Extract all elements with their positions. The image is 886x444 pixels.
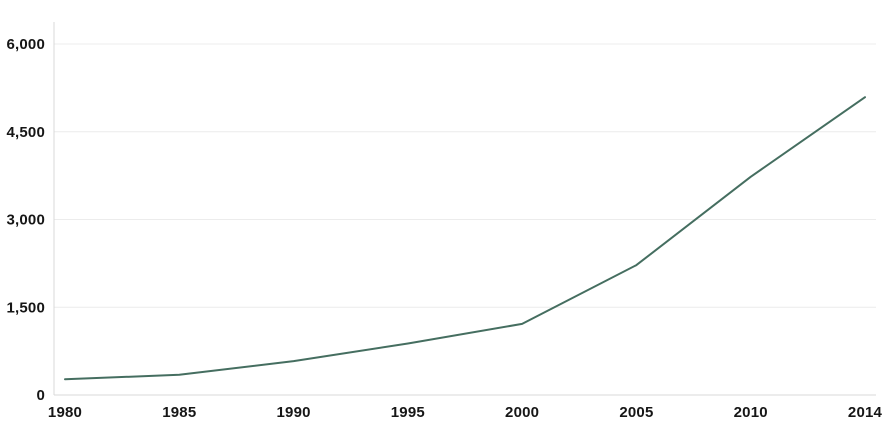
x-tick-label: 1985 <box>162 404 196 421</box>
y-tick-label: 1,500 <box>6 299 45 316</box>
y-tick-label: 3,000 <box>6 212 45 229</box>
y-tick-label: 4,500 <box>6 124 45 141</box>
y-tick-label: 6,000 <box>6 36 45 53</box>
x-axis-tick-labels: 1980 1985 1990 1995 2000 2005 2010 2014 <box>48 404 883 421</box>
x-tick-label: 1980 <box>48 404 82 421</box>
data-series <box>64 96 866 381</box>
gridlines <box>54 43 876 308</box>
y-tick-label: 0 <box>36 387 45 404</box>
series-line <box>64 96 866 381</box>
y-axis-tick-labels: 0 1,500 3,000 4,500 6,000 <box>6 36 45 404</box>
x-tick-label: 2014 <box>848 404 883 421</box>
x-tick-label: 2000 <box>505 404 539 421</box>
x-tick-label: 1990 <box>276 404 310 421</box>
x-tick-label: 1995 <box>391 404 425 421</box>
axes <box>53 22 876 396</box>
x-tick-label: 2005 <box>619 404 653 421</box>
x-tick-label: 2010 <box>734 404 768 421</box>
